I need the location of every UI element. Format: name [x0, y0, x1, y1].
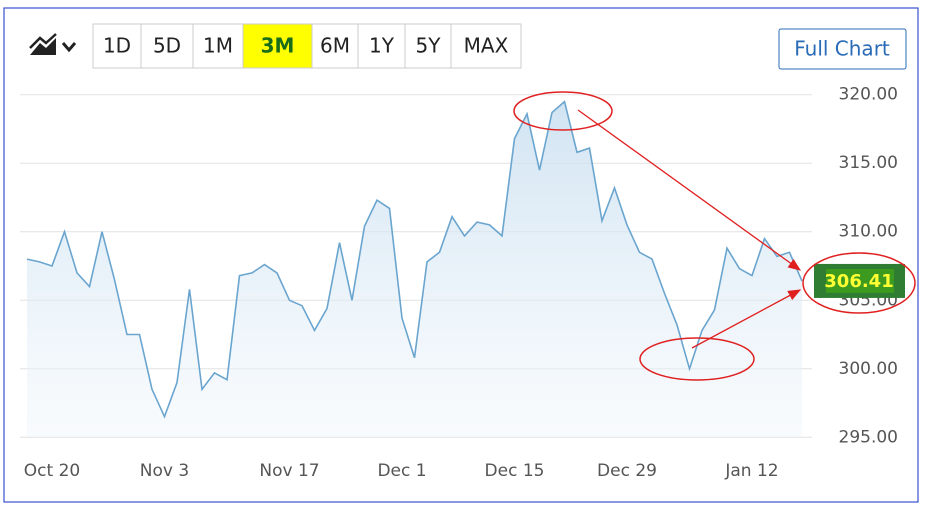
y-tick-label: 320.00 — [839, 85, 898, 105]
range-button[interactable] — [450, 23, 522, 69]
range-label: MAX — [464, 34, 509, 58]
annotation-ellipse — [802, 252, 916, 314]
annotation-ellipse — [513, 91, 613, 131]
x-tick-label: Jan 12 — [724, 461, 778, 481]
y-tick-label: 300.00 — [839, 359, 898, 379]
toolbar: 1D 5D 1M 3M 6M 1Y 5Y MAX — [29, 23, 522, 69]
range-label: 6M — [320, 34, 350, 58]
range-button[interactable] — [140, 23, 194, 69]
price-badge: 306.41 — [814, 263, 905, 298]
range-label: 1D — [103, 34, 131, 58]
y-tick-label: 315.00 — [839, 153, 898, 173]
annotation-ellipse — [639, 337, 755, 381]
plot-area: 295.00300.00305.00310.00315.00320.00Oct … — [20, 85, 898, 481]
full-chart-label: Full Chart — [794, 37, 890, 61]
range-button[interactable] — [357, 23, 406, 69]
range-button[interactable] — [242, 23, 313, 69]
annotation-arrow — [691, 289, 802, 349]
x-tick-label: Nov 17 — [259, 461, 319, 481]
x-tick-label: Oct 20 — [24, 461, 80, 481]
range-button[interactable] — [92, 23, 142, 69]
price-badge-label: 306.41 — [824, 271, 893, 292]
chart-type-icon[interactable] — [29, 33, 77, 55]
range-label: 3M — [261, 34, 295, 58]
price-line — [26, 100, 803, 419]
full-chart-button[interactable] — [778, 28, 907, 70]
range-button[interactable] — [192, 23, 244, 69]
range-button[interactable] — [404, 23, 452, 69]
x-tick-label: Dec 1 — [377, 461, 426, 481]
y-tick-label: 310.00 — [839, 222, 898, 242]
annotations — [513, 91, 916, 381]
area-fill — [27, 101, 802, 437]
x-tick-label: Nov 3 — [140, 461, 189, 481]
x-tick-label: Dec 29 — [597, 461, 657, 481]
price-badge-highlight — [826, 268, 894, 293]
range-button[interactable] — [311, 23, 359, 69]
range-label: 5Y — [416, 34, 442, 58]
frame — [3, 7, 919, 503]
range-label: 5D — [153, 34, 181, 58]
range-label: 1Y — [369, 34, 395, 58]
x-tick-label: Dec 15 — [485, 461, 545, 481]
range-label: 1M — [203, 34, 233, 58]
annotation-arrow — [577, 109, 802, 271]
y-tick-label: 295.00 — [839, 427, 898, 447]
